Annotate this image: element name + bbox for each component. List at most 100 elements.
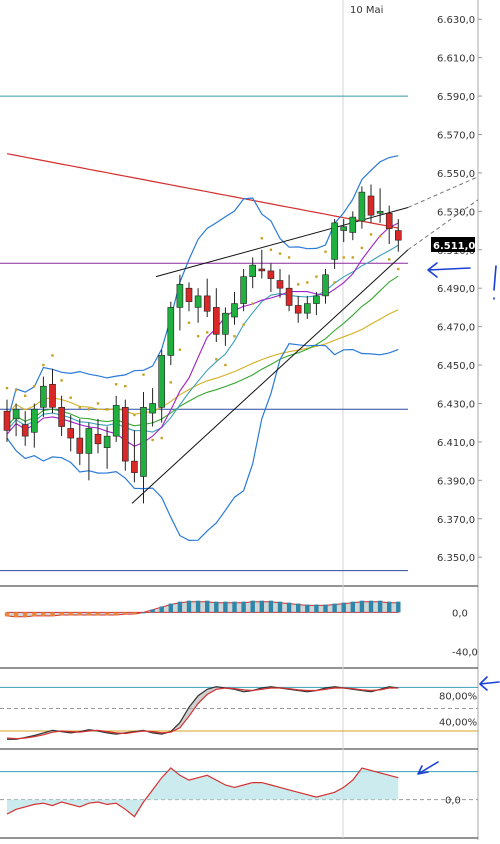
oscillator-1-bar (132, 612, 137, 615)
parabolic-dot (287, 256, 291, 259)
candle-body (358, 191, 366, 222)
oscillator-2-axis-label: 40,00% (439, 717, 477, 728)
candle-body (176, 284, 184, 308)
parabolic-dot (369, 233, 373, 236)
oscillator-1-bar (68, 612, 73, 616)
parabolic-dot (224, 363, 227, 367)
candle-body (112, 405, 120, 437)
oscillator-1-axis-label: 0,0 (452, 608, 468, 619)
candle-body (340, 226, 348, 231)
parabolic-dot (297, 283, 300, 286)
oscillator-1-bar (23, 612, 28, 618)
oscillator-1-bar (13, 612, 19, 618)
parabolic-dot (324, 250, 327, 253)
candle-body (194, 295, 202, 308)
candle-body (40, 385, 47, 408)
moving-average-short (6, 244, 399, 433)
exclamation-annotation (493, 265, 497, 300)
parabolic-dot (160, 436, 163, 440)
parabolic-dot (278, 252, 282, 255)
parabolic-dot (333, 281, 336, 284)
oscillator-2-fill (7, 686, 399, 740)
parabolic-dot (306, 281, 309, 284)
price-axis-label: 6.590,0 (437, 92, 475, 103)
candle-body (222, 312, 229, 335)
parabolic-dot (78, 406, 81, 409)
candle-body (21, 424, 29, 437)
oscillator-1-bar (104, 612, 110, 616)
parabolic-dot (105, 408, 109, 411)
candle-body (385, 212, 393, 229)
parabolic-dot (151, 438, 154, 442)
moving-average-fast (6, 222, 399, 447)
trend-line-lower-extension (407, 199, 479, 251)
oscillator-1-bar (350, 601, 355, 613)
oscillator-1-bar (114, 612, 119, 616)
oscillator-1-bar (59, 612, 64, 616)
oscillator-3-line (6, 767, 399, 818)
candle-body (158, 355, 165, 408)
candle-body (213, 307, 220, 335)
parabolic-dot (169, 381, 172, 384)
candle-body (285, 287, 293, 306)
candle-body (131, 460, 138, 473)
oscillator-3-fill (7, 768, 399, 817)
oscillator-1-bar (41, 612, 46, 617)
parabolic-dot (51, 354, 54, 357)
candle-body (394, 230, 402, 241)
handwritten-annotations (417, 262, 500, 775)
price-axis-label: 6.450,0 (437, 361, 475, 372)
oscillator-1-bar (323, 604, 328, 613)
date-label: 10 Mai (350, 5, 383, 16)
candle-body (303, 303, 311, 314)
parabolic-dot (260, 237, 263, 240)
oscillator-2-axis-label: 80,00% (439, 692, 477, 703)
oscillator-2-slow-line (6, 687, 399, 740)
oscillator-1-bar (387, 601, 392, 613)
parabolic-dot (42, 363, 45, 367)
price-axis-label: 6.550,0 (437, 169, 475, 180)
candle-body (30, 408, 38, 433)
price-axis-label: 6.490,0 (437, 284, 475, 295)
parabolic-dot (14, 388, 18, 392)
oscillator-1-bar (296, 603, 301, 613)
parabolic-dot (360, 246, 364, 250)
oscillator-2-fast-line (7, 686, 399, 740)
oscillator-1-bar (159, 606, 164, 613)
candle-body (76, 437, 84, 454)
parabolic-dot (351, 256, 354, 259)
price-axis-label: 6.470,0 (437, 323, 475, 334)
price-axis-label: 6.570,0 (437, 130, 475, 141)
oscillator-1-bar (77, 612, 82, 616)
oscillator-1-bar (186, 600, 192, 613)
parabolic-dot (115, 383, 118, 386)
candle-body (294, 305, 302, 314)
oscillator-1-bar (259, 600, 264, 613)
parabolic-dot (187, 321, 191, 324)
oscillator-1-bar (377, 600, 383, 613)
oscillator-1-bar (214, 601, 219, 613)
candle-body (3, 410, 11, 431)
oscillator-1-bar (177, 601, 183, 613)
parabolic-dot (242, 323, 245, 326)
moving-average-green (6, 275, 399, 427)
arrow-annotation-price (427, 262, 471, 278)
oscillator-1-bar (241, 601, 246, 613)
candle-body (85, 428, 93, 454)
trend-line-upper (155, 207, 409, 278)
oscillator-1-bar (4, 612, 10, 617)
candle-body (185, 287, 193, 302)
oscillator-1-bar (341, 602, 346, 613)
candle-body (349, 216, 357, 233)
parabolic-dot (133, 413, 136, 417)
parabolic-dot (5, 386, 9, 390)
candle-body (249, 264, 256, 277)
parabolic-dot (196, 335, 200, 338)
price-axis-label: 6.610,0 (437, 54, 475, 65)
oscillator-1-bar (314, 604, 319, 613)
parabolic-dot (87, 408, 91, 411)
oscillator-1-bar (86, 612, 92, 616)
candle-body (231, 303, 238, 318)
candle-body (258, 268, 266, 272)
